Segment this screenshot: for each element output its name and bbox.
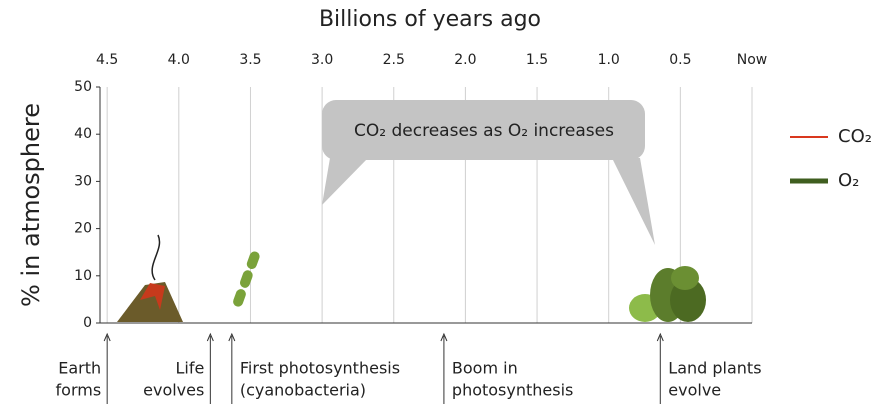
event-label: photosynthesis <box>452 381 573 400</box>
leaf <box>671 266 699 290</box>
cell <box>246 251 260 270</box>
x-tick-label: 4.0 <box>168 52 190 68</box>
event-label: First photosynthesis <box>240 359 400 378</box>
x-tick-label: 2.0 <box>454 52 476 68</box>
event-label: Earth <box>58 359 101 378</box>
event-label: Boom in <box>452 359 518 378</box>
legend-label: CO₂ <box>838 126 872 147</box>
bubble <box>322 100 645 160</box>
annotation: CO₂ decreases as O₂ increases <box>354 121 614 141</box>
arrow-head <box>228 332 236 342</box>
x-tick-label: 3.0 <box>311 52 333 68</box>
arrow-head <box>103 332 111 342</box>
y-axis-title: % in atmosphere <box>17 103 45 307</box>
land-plant <box>629 266 706 322</box>
event-label: Life <box>175 359 204 378</box>
annotation-bubble: CO₂ decreases as O₂ increases <box>322 100 655 245</box>
event-label: evolves <box>143 381 204 400</box>
cyanobacteria <box>233 251 260 307</box>
cell <box>239 270 253 288</box>
arrow-head <box>206 332 214 342</box>
y-tick-label: 50 <box>74 79 92 95</box>
chart-title: Billions of years ago <box>319 7 541 32</box>
event-label: (cyanobacteria) <box>240 381 366 400</box>
x-tick-label: 1.0 <box>598 52 620 68</box>
x-tick-label: 0.5 <box>669 52 691 68</box>
x-tick-label: 3.5 <box>239 52 261 68</box>
lava <box>140 283 165 310</box>
legend-label: O₂ <box>838 170 859 191</box>
y-tick-label: 20 <box>74 221 92 237</box>
event-label: forms <box>56 381 102 400</box>
event-label: Land plants <box>668 359 761 378</box>
x-tick-label: 4.5 <box>96 52 118 68</box>
cell <box>233 289 246 307</box>
volcano-body <box>117 282 183 322</box>
x-tick-label: Now <box>737 52 768 68</box>
leaf <box>670 278 706 322</box>
bubble-tail <box>322 158 655 245</box>
arrow-head <box>656 332 664 342</box>
y-tick-label: 0 <box>83 315 92 331</box>
arrow-head <box>440 332 448 342</box>
y-tick-label: 30 <box>74 173 92 189</box>
y-tick-label: 10 <box>74 268 92 284</box>
x-tick-label: 1.5 <box>526 52 548 68</box>
smoke <box>151 234 161 281</box>
volcano <box>117 234 183 322</box>
y-tick-label: 40 <box>74 126 92 142</box>
event-label: evolve <box>668 381 721 400</box>
x-tick-label: 2.5 <box>383 52 405 68</box>
